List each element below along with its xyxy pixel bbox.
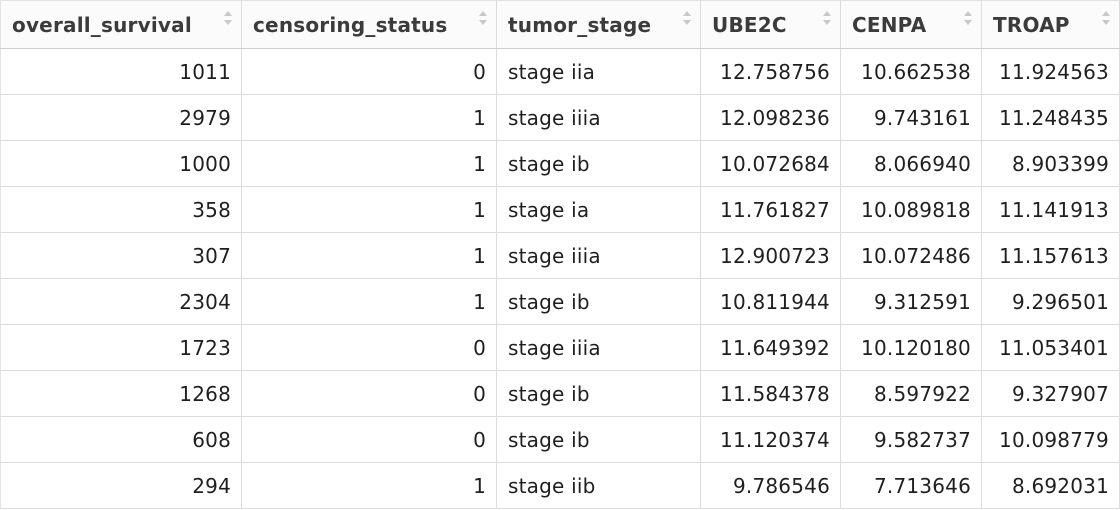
sort-icon[interactable]: [682, 9, 692, 27]
header-row: overall_survival censoring_status tumor_…: [0, 0, 1120, 49]
table-cell: 1: [241, 140, 497, 187]
table-cell: 0: [241, 416, 497, 463]
column-header-label: tumor_stage: [508, 12, 652, 37]
column-header-ube2c[interactable]: UBE2C: [700, 0, 841, 49]
table-cell: 10.120180: [840, 324, 982, 371]
table-cell: 9.296501: [981, 278, 1120, 325]
table-cell: 11.053401: [981, 324, 1120, 371]
table-cell: 1268: [0, 370, 242, 417]
table-cell: 11.924563: [981, 48, 1120, 95]
table-cell: stage iiia: [496, 232, 701, 279]
table-row: 2979 1 stage iiia 12.098236 9.743161 11.24843…: [0, 94, 1120, 141]
table-header: overall_survival censoring_status tumor_…: [0, 0, 1120, 49]
sort-icon[interactable]: [223, 9, 233, 27]
table-cell: 608: [0, 416, 242, 463]
table-cell: 10.072486: [840, 232, 982, 279]
table-row: 294 1 stage iib 9.786546 7.713646 8.692031: [0, 462, 1120, 509]
column-header-label: CENPA: [852, 12, 927, 37]
table-cell: 2979: [0, 94, 242, 141]
table-row: 2304 1 stage ib 10.811944 9.312591 9.296501: [0, 278, 1120, 325]
table-cell: 10.662538: [840, 48, 982, 95]
table-cell: 11.157613: [981, 232, 1120, 279]
table-cell: 1000: [0, 140, 242, 187]
column-header-tumor-stage[interactable]: tumor_stage: [496, 0, 701, 49]
table-cell: stage ib: [496, 416, 701, 463]
table-cell: 1723: [0, 324, 242, 371]
table-cell: 11.141913: [981, 186, 1120, 233]
table-cell: 9.582737: [840, 416, 982, 463]
table-cell: stage ia: [496, 186, 701, 233]
table-row: 358 1 stage ia 11.761827 10.089818 11.141913: [0, 186, 1120, 233]
column-header-overall-survival[interactable]: overall_survival: [0, 0, 242, 49]
table-cell: 12.900723: [700, 232, 841, 279]
table-cell: 12.758756: [700, 48, 841, 95]
column-header-label: TROAP: [993, 12, 1070, 37]
table-cell: stage iiia: [496, 324, 701, 371]
column-header-label: overall_survival: [12, 12, 192, 37]
table-row: 1000 1 stage ib 10.072684 8.066940 8.903399: [0, 140, 1120, 187]
table-cell: 11.248435: [981, 94, 1120, 141]
table-cell: 307: [0, 232, 242, 279]
table-cell: 7.713646: [840, 462, 982, 509]
table-row: 1011 0 stage iia 12.758756 10.662538 11.92456…: [0, 48, 1120, 95]
table-cell: 11.761827: [700, 186, 841, 233]
table-cell: stage iib: [496, 462, 701, 509]
table-cell: stage ib: [496, 370, 701, 417]
table-cell: 1011: [0, 48, 242, 95]
table-cell: 8.692031: [981, 462, 1120, 509]
table-cell: 2304: [0, 278, 242, 325]
table-cell: 9.743161: [840, 94, 982, 141]
table-cell: 0: [241, 370, 497, 417]
table-cell: 294: [0, 462, 242, 509]
table-row: 1723 0 stage iiia 11.649392 10.120180 11.0534…: [0, 324, 1120, 371]
table-cell: stage iiia: [496, 94, 701, 141]
table-cell: 12.098236: [700, 94, 841, 141]
column-header-label: UBE2C: [712, 12, 787, 37]
table-cell: 1: [241, 278, 497, 325]
table-cell: 1: [241, 232, 497, 279]
column-header-censoring-status[interactable]: censoring_status: [241, 0, 497, 49]
table-row: 608 0 stage ib 11.120374 9.582737 10.098779: [0, 416, 1120, 463]
table-cell: 9.327907: [981, 370, 1120, 417]
sort-icon[interactable]: [478, 9, 488, 27]
table-cell: 8.597922: [840, 370, 982, 417]
table-cell: 9.312591: [840, 278, 982, 325]
table-cell: stage ib: [496, 140, 701, 187]
table-cell: 1: [241, 186, 497, 233]
sort-icon[interactable]: [963, 9, 973, 27]
table-cell: 10.072684: [700, 140, 841, 187]
table-cell: 8.903399: [981, 140, 1120, 187]
table-cell: 0: [241, 48, 497, 95]
table-cell: stage ib: [496, 278, 701, 325]
table-cell: 10.089818: [840, 186, 982, 233]
sort-icon[interactable]: [822, 9, 832, 27]
table-cell: 358: [0, 186, 242, 233]
column-header-troap[interactable]: TROAP: [981, 0, 1120, 49]
table-cell: 0: [241, 324, 497, 371]
table-cell: 10.098779: [981, 416, 1120, 463]
sort-icon[interactable]: [1101, 9, 1111, 27]
table-cell: 8.066940: [840, 140, 982, 187]
table-cell: 1: [241, 462, 497, 509]
column-header-label: censoring_status: [253, 12, 448, 37]
table-body: 1011 0 stage iia 12.758756 10.662538 11.92456…: [0, 48, 1120, 509]
column-header-cenpa[interactable]: CENPA: [840, 0, 982, 49]
table-cell: 10.811944: [700, 278, 841, 325]
table-cell: 11.649392: [700, 324, 841, 371]
table-cell: 1: [241, 94, 497, 141]
table-row: 307 1 stage iiia 12.900723 10.072486 11.15761…: [0, 232, 1120, 279]
table-cell: 11.584378: [700, 370, 841, 417]
table-cell: stage iia: [496, 48, 701, 95]
table-cell: 9.786546: [700, 462, 841, 509]
table-row: 1268 0 stage ib 11.584378 8.597922 9.327907: [0, 370, 1120, 417]
table-cell: 11.120374: [700, 416, 841, 463]
